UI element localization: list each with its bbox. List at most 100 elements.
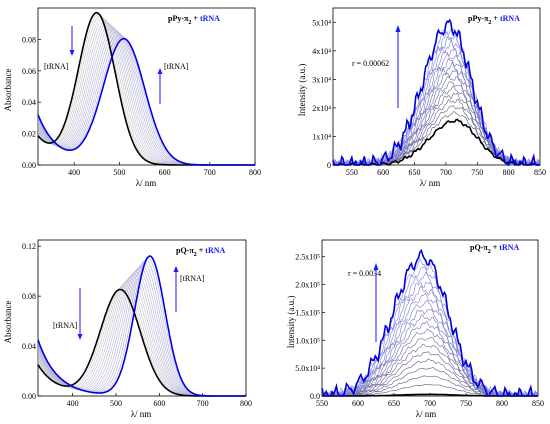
ylabel-abs-ppy: Absorbance — [3, 69, 13, 112]
plot-frame — [37, 7, 256, 166]
annotation-down-abs-pq: [tRNA] — [53, 321, 78, 330]
y-tick-label: 1x10⁴ — [312, 132, 331, 141]
x-tick-label: 550 — [346, 168, 358, 177]
x-tick-label: 800 — [496, 399, 508, 408]
ylabel-fl-ppy: Intensity (a.u.) — [297, 64, 307, 117]
ylabel-fl-pq: Intensity (a.u.) — [286, 296, 296, 349]
annotation-r-fl-ppy: r = 0.00062 — [352, 59, 389, 68]
intermediate-spectrum — [333, 92, 541, 166]
x-tick-label: 600 — [377, 168, 389, 177]
y-tick-label: 1.5x10⁵ — [295, 308, 320, 317]
intermediate-spectrum — [333, 53, 541, 166]
intermediate-spectrum — [37, 266, 246, 397]
x-tick-label: 750 — [460, 399, 472, 408]
initial-spectrum — [37, 288, 246, 397]
intermediate-spectrum — [332, 105, 541, 166]
plot-frame — [332, 7, 541, 166]
intermediate-spectrum — [332, 39, 541, 166]
panel-fl-pq: Intensity (a.u.) λ/ nm pQ-π2 + tRNA r = … — [286, 243, 520, 419]
panel-abs-pq: Absorbance λ/ nm pQ-π2 + tRNA [tRNA] [tR… — [3, 246, 226, 419]
final-spectrum — [332, 18, 540, 167]
title-fl-ppy: pPy-π2 + tRNA — [468, 14, 520, 26]
y-tick-label: 1.0x10⁵ — [295, 336, 320, 345]
y-tick-label: 0.04 — [22, 98, 36, 107]
intermediate-spectrum — [333, 69, 541, 166]
x-tick-label: 400 — [68, 168, 80, 177]
annotation-up-abs-ppy: [tRNA] — [164, 62, 189, 71]
plot-frame — [37, 239, 247, 397]
x-tick-label: 600 — [352, 399, 364, 408]
intermediate-spectrum — [332, 57, 540, 166]
intermediate-spectrum — [322, 328, 539, 397]
x-tick-label: 750 — [471, 168, 483, 177]
y-tick-label: 0.00 — [22, 392, 36, 401]
x-tick-label: 400 — [67, 399, 79, 408]
intermediate-spectrum — [321, 314, 538, 397]
y-tick-label: 2x10⁴ — [312, 104, 331, 113]
arrowhead-up-abs-pq — [173, 266, 179, 272]
annotation-down-abs-ppy: [tRNA] — [44, 62, 69, 71]
xlabel-abs-ppy: λ/ nm — [136, 178, 157, 188]
x-tick-label: 600 — [159, 168, 171, 177]
arrowhead-down-abs-ppy — [69, 50, 75, 56]
panel-fl-ppy: Intensity (a.u.) λ/ nm pPy-π2 + tRNA r =… — [297, 14, 520, 188]
x-tick-label: 700 — [440, 168, 452, 177]
title-abs-ppy: pPy-π2 + tRNA — [168, 14, 220, 26]
y-tick-label: 2.0x10⁵ — [295, 281, 320, 290]
plot-fl_pQ: 550 600 650 700 750 800 850 0.0 5.0x10⁴ 1.0x10⁵ 1.… — [295, 239, 544, 408]
plot-abs_pQ: 400 500 600 700 800 0.00 0.04 0.08 0.12 — [22, 239, 252, 408]
intermediate-spectrum — [332, 35, 540, 166]
intermediate-spectrum — [321, 281, 539, 397]
xlabel-fl-ppy: λ/ nm — [420, 178, 441, 188]
x-tick-label: 600 — [153, 399, 165, 408]
x-tick-label: 700 — [424, 399, 436, 408]
intermediate-spectrum — [321, 285, 538, 397]
intermediate-spectrum — [332, 28, 541, 166]
y-tick-label: 0.08 — [22, 35, 36, 44]
x-tick-label: 650 — [409, 168, 421, 177]
plot-abs_pPy: 400 500 600 700 800 0.00 0.02 0.04 0.06 0.08 — [22, 7, 261, 177]
arrowhead-up-fl-ppy — [395, 25, 401, 32]
annotation-up-abs-pq: [tRNA] — [180, 274, 205, 283]
intermediate-spectrum — [321, 309, 539, 397]
y-tick-label: 0.12 — [22, 242, 36, 251]
arrowhead-up-fl-pq — [373, 263, 379, 270]
annotation-r-fl-pq: r = 0.0034 — [348, 269, 381, 278]
intermediate-spectrum — [37, 271, 246, 397]
intermediate-spectrum — [37, 284, 246, 397]
intermediate-spectrum — [332, 98, 540, 166]
x-tick-label: 800 — [503, 168, 515, 177]
panel-abs-ppy: Absorbance λ/ nm pPy-π2 + tRNA [tRNA] [t… — [3, 14, 220, 188]
y-tick-label: 0 — [327, 161, 331, 170]
plot-fl_pPy: 550 600 650 700 750 800 850 0 1x10⁴ 2x10⁴ 3x10⁴ 4x1… — [312, 7, 546, 177]
x-tick-label: 800 — [249, 168, 261, 177]
ylabel-abs-pq: Absorbance — [3, 301, 13, 344]
intermediate-spectrum — [322, 292, 539, 397]
xlabel-fl-pq: λ/ nm — [416, 409, 437, 419]
arrowhead-down-abs-pq — [77, 334, 83, 340]
y-tick-label: 0.02 — [22, 130, 36, 139]
final-spectrum — [37, 37, 255, 166]
y-tick-label: 0.00 — [22, 161, 36, 170]
x-tick-label: 550 — [316, 399, 328, 408]
x-tick-label: 800 — [240, 399, 252, 408]
final-spectrum — [37, 255, 246, 397]
y-tick-label: 0.0 — [310, 392, 320, 401]
intermediate-spectrum — [332, 61, 541, 166]
intermediate-spectrum — [37, 286, 246, 397]
intermediate-spectrum — [322, 271, 539, 397]
intermediate-spectrum — [321, 321, 539, 397]
intermediate-spectrum — [37, 269, 246, 397]
intermediate-spectrum — [321, 300, 539, 397]
x-tick-label: 700 — [204, 168, 216, 177]
y-tick-label: 0.06 — [22, 67, 36, 76]
y-tick-label: 5x10⁴ — [312, 18, 331, 27]
y-tick-label: 0.04 — [22, 342, 36, 351]
x-tick-label: 700 — [197, 399, 209, 408]
x-tick-label: 500 — [113, 168, 125, 177]
y-tick-label: 4x10⁴ — [312, 47, 331, 56]
y-tick-label: 5.0x10⁴ — [295, 364, 320, 373]
title-fl-pq: pQ-π2 + tRNA — [470, 243, 520, 255]
y-tick-label: 3x10⁴ — [312, 75, 331, 84]
